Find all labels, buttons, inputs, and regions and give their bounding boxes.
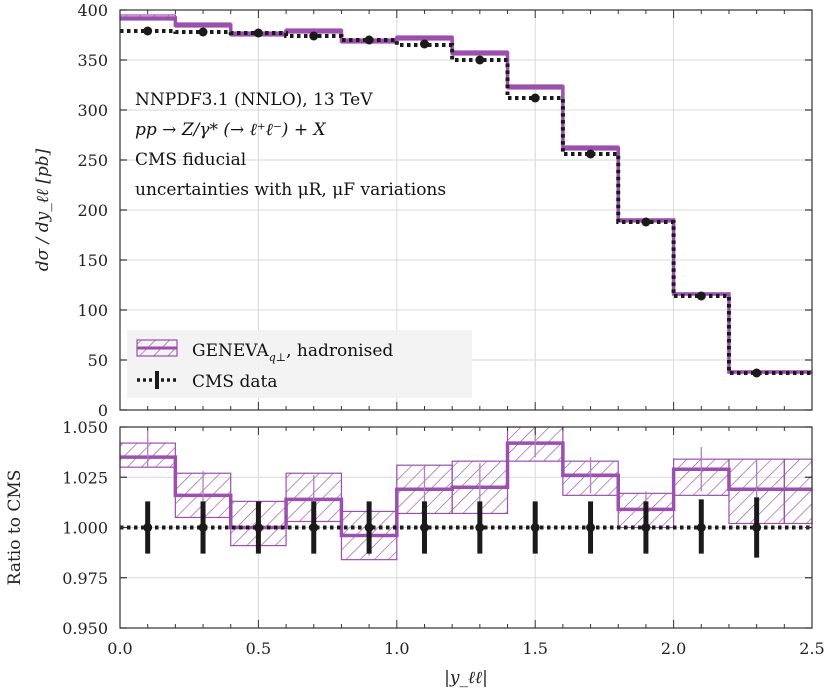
legend-box	[127, 330, 472, 398]
cms-data-point	[475, 55, 485, 65]
cms-ratio-point	[752, 523, 762, 532]
ratio-ytick-label: 1.000	[62, 519, 108, 538]
annotation-line-3: CMS fiducial	[135, 150, 246, 170]
cms-data-point	[419, 39, 429, 49]
main-ytick-label: 300	[77, 101, 108, 120]
ratio-ytick-label: 0.950	[62, 619, 108, 638]
ratio-axes: 0.950 0.975 1.000 1.025 1.050 0.0 0.5 1.0 1.5 2.0…	[62, 418, 825, 658]
main-ytick-label: 400	[77, 1, 108, 20]
cms-data-point	[253, 28, 263, 38]
cms-data-point	[586, 149, 596, 159]
legend-cms-label: CMS data	[192, 372, 277, 392]
main-ytick-label: 250	[77, 151, 108, 170]
cms-ratio-point	[530, 523, 540, 532]
cms-ratio-point	[143, 523, 153, 532]
main-ytick-label: 350	[77, 51, 108, 70]
cms-ratio-point	[253, 523, 263, 532]
cms-ratio-point	[198, 523, 208, 532]
cms-ratio-series	[120, 497, 812, 558]
main-ytick-label: 50	[88, 351, 108, 370]
legend-geneva-name: GENEVA	[192, 341, 269, 361]
main-ytick-label: 200	[77, 201, 108, 220]
main-ytick-label: 150	[77, 251, 108, 270]
cms-ratio-point	[309, 523, 319, 532]
ratio-y-axis-label: Ratio to CMS	[5, 470, 25, 586]
cms-data-point	[364, 35, 374, 45]
cms-data-point	[309, 31, 319, 41]
geneva-ratio-central-line	[120, 441, 812, 538]
geneva-ratio-band-bin	[783, 458, 813, 525]
annotation-line-1: NNPDF3.1 (NNLO), 13 TeV	[135, 90, 373, 110]
ratio-xtick-label: 1.5	[522, 639, 547, 658]
annotation-line-2: pp → Z/γ* (→ ℓ⁺ℓ⁻) + X	[135, 120, 326, 140]
cms-data-point	[530, 93, 540, 103]
cms-data-point	[143, 26, 153, 36]
main-panel: 0 50 100 150 200 250 300 350 400 NNPDF3.1 (NNLO)…	[77, 1, 813, 420]
legend-geneva-subscript: q⊥	[269, 351, 286, 364]
cms-data-point	[752, 368, 762, 378]
cms-ratio-point	[419, 523, 429, 532]
x-axis-label: |y_ℓℓ|	[444, 668, 488, 688]
ratio-panel: 0.950 0.975 1.000 1.025 1.050 0.0 0.5 1.0 1.5 2.0…	[62, 418, 825, 658]
cms-data-point	[641, 217, 651, 227]
ratio-ytick-label: 1.050	[62, 418, 108, 437]
main-axes: 0 50 100 150 200 250 300 350 400	[77, 1, 813, 420]
cms-ratio-point	[475, 523, 485, 532]
cms-data-series	[120, 26, 812, 378]
main-y-axis-label: dσ / dy_ℓℓ [pb]	[33, 148, 53, 271]
cms-data-point	[198, 27, 208, 37]
legend-geneva-suffix: , hadronised	[286, 341, 393, 361]
annotation-line-4: uncertainties with μR, μF variations	[135, 180, 446, 200]
cms-ratio-point	[586, 523, 596, 532]
main-ytick-label: 100	[77, 301, 108, 320]
ratio-ytick-label: 0.975	[62, 569, 108, 588]
legend-geneva-label: GENEVAq⊥, hadronised	[192, 341, 393, 364]
ratio-xtick-label: 0.0	[107, 639, 132, 658]
cms-ratio-point	[696, 523, 706, 532]
legend: GENEVAq⊥, hadronised CMS data	[127, 330, 472, 398]
ratio-ytick-label: 1.025	[62, 468, 108, 487]
cms-ratio-point	[641, 523, 651, 532]
cms-data-point	[696, 291, 706, 301]
ratio-xtick-label: 2.0	[661, 639, 686, 658]
cms-data-step-line	[120, 29, 812, 375]
ratio-xtick-label: 2.5	[799, 639, 824, 658]
main-ytick-label: 0	[98, 401, 108, 420]
ratio-xtick-label: 1.0	[384, 639, 409, 658]
ratio-xtick-label: 0.5	[246, 639, 271, 658]
cms-ratio-point	[364, 523, 374, 532]
